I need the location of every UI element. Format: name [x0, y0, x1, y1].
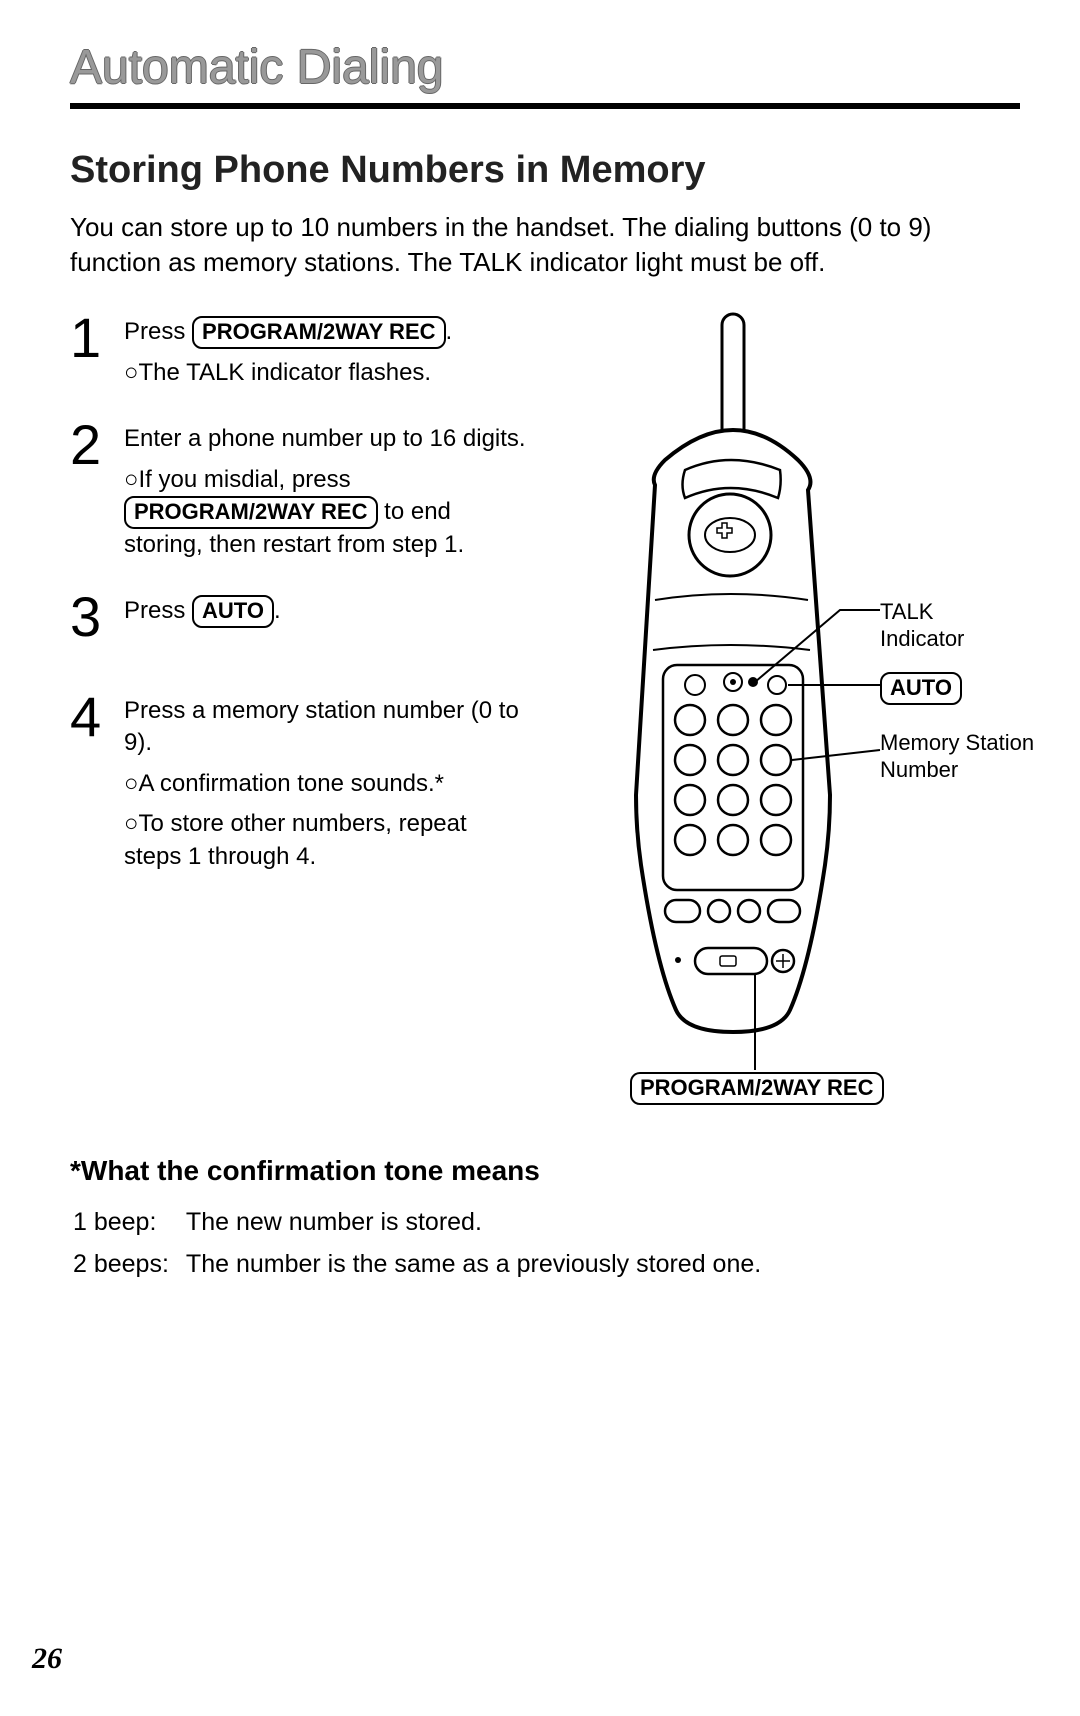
- bullet-icon: ○: [124, 464, 139, 496]
- step-sub: ○If you misdial, press PROGRAM/2WAY REC …: [124, 464, 530, 561]
- auto-button-label: AUTO: [192, 595, 274, 628]
- step-number: 1: [70, 310, 124, 389]
- step-body: Press a memory station number (0 to 9). …: [124, 689, 530, 873]
- step-text: Enter a phone number up to 16 digits.: [124, 425, 526, 452]
- handset-illustration: [530, 310, 1010, 1120]
- step-text: Press: [124, 597, 192, 624]
- beep-count: 1 beep:: [72, 1203, 183, 1243]
- step-sub: ○To store other numbers, repeat steps 1 …: [124, 808, 530, 873]
- step-sub: ○The TALK indicator flashes.: [124, 357, 452, 389]
- beep-meaning: The number is the same as a previously s…: [185, 1245, 762, 1285]
- step-text: Press: [124, 318, 192, 345]
- title-rule: [70, 103, 1020, 109]
- sub-text: If you misdial, press: [139, 466, 351, 493]
- program-button-label: PROGRAM/2WAY REC: [192, 316, 446, 349]
- program-button-label: PROGRAM/2WAY REC: [630, 1072, 884, 1105]
- section-title: Storing Phone Numbers in Memory: [70, 149, 1020, 192]
- step-number: 4: [70, 689, 124, 873]
- table-row: 2 beeps: The number is the same as a pre…: [72, 1245, 762, 1285]
- intro-text: You can store up to 10 numbers in the ha…: [70, 210, 1020, 280]
- step-body: Press AUTO.: [124, 589, 281, 645]
- sub-text: To store other numbers, repeat steps 1 t…: [124, 810, 467, 869]
- table-row: 1 beep: The new number is stored.: [72, 1203, 762, 1243]
- step-number: 3: [70, 589, 124, 645]
- callout-memory-station: Memory Station Number: [880, 730, 1040, 783]
- step-3: 3 Press AUTO.: [70, 589, 530, 645]
- step-number: 2: [70, 417, 124, 561]
- step-text: Press a memory station number (0 to 9).: [124, 697, 519, 756]
- bullet-icon: ○: [124, 357, 139, 389]
- beep-count: 2 beeps:: [72, 1245, 183, 1285]
- sub-text: A confirmation tone sounds.*: [139, 770, 445, 797]
- sub-text: The TALK indicator flashes.: [139, 359, 432, 386]
- program-button-label: PROGRAM/2WAY REC: [124, 496, 378, 529]
- callout-program: PROGRAM/2WAY REC: [630, 1072, 884, 1105]
- bullet-icon: ○: [124, 808, 139, 840]
- step-text: .: [274, 597, 281, 624]
- page-number: 26: [32, 1642, 62, 1676]
- callout-auto: AUTO: [880, 672, 962, 705]
- step-sub: ○A confirmation tone sounds.*: [124, 768, 530, 800]
- page-title: Automatic Dialing: [70, 40, 1020, 95]
- bullet-icon: ○: [124, 768, 139, 800]
- content-row: 1 Press PROGRAM/2WAY REC. ○The TALK indi…: [70, 310, 1020, 1125]
- confirmation-title: *What the confirmation tone means: [70, 1155, 1020, 1187]
- step-2: 2 Enter a phone number up to 16 digits. …: [70, 417, 530, 561]
- diagram-column: TALK Indicator AUTO Memory Station Numbe…: [530, 310, 1020, 1125]
- step-1: 1 Press PROGRAM/2WAY REC. ○The TALK indi…: [70, 310, 530, 389]
- step-body: Press PROGRAM/2WAY REC. ○The TALK indica…: [124, 310, 452, 389]
- steps-column: 1 Press PROGRAM/2WAY REC. ○The TALK indi…: [70, 310, 530, 1125]
- callout-talk-indicator: TALK Indicator: [880, 599, 1020, 652]
- step-text: .: [446, 318, 453, 345]
- confirmation-table: 1 beep: The new number is stored. 2 beep…: [70, 1201, 764, 1286]
- auto-button-label: AUTO: [880, 672, 962, 705]
- step-body: Enter a phone number up to 16 digits. ○I…: [124, 417, 530, 561]
- beep-meaning: The new number is stored.: [185, 1203, 762, 1243]
- step-4: 4 Press a memory station number (0 to 9)…: [70, 689, 530, 873]
